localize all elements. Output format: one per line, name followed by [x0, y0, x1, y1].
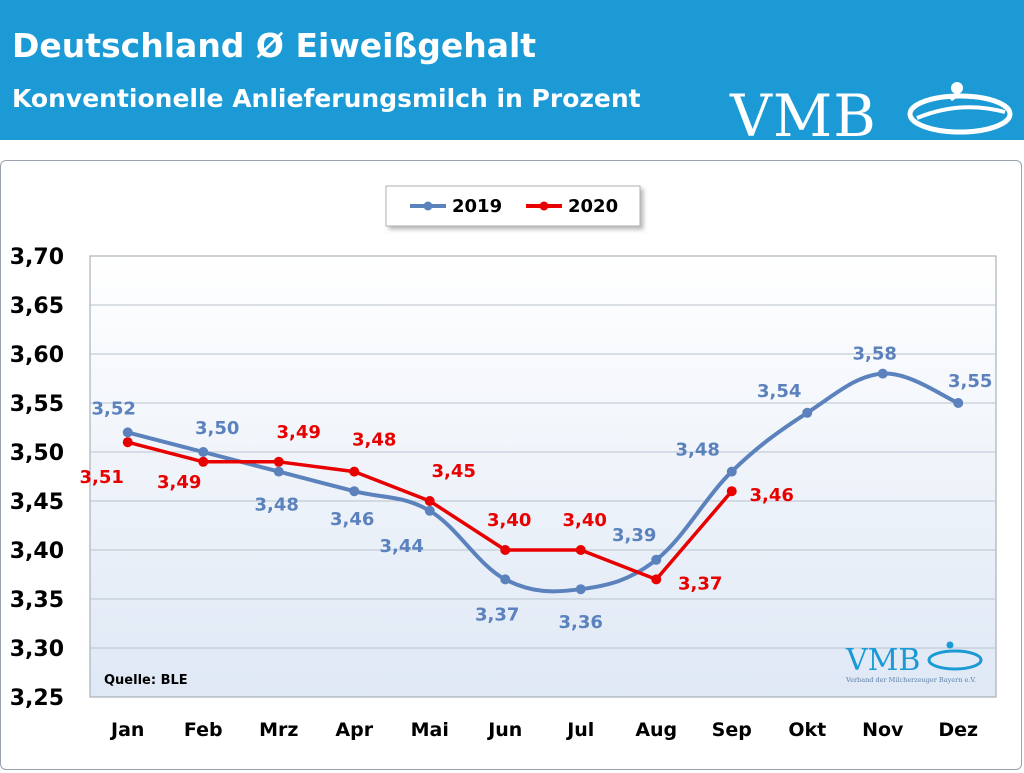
data-label: 3,58 [853, 344, 897, 365]
x-tick-label: Feb [184, 719, 223, 741]
data-label: 3,40 [487, 510, 531, 531]
data-label: 3,50 [195, 418, 239, 439]
x-tick-label: Mai [411, 719, 449, 741]
data-point [122, 427, 133, 438]
x-tick-label: Jul [565, 719, 594, 741]
data-point [500, 574, 511, 585]
data-point [726, 466, 737, 477]
legend-label-2020: 2020 [568, 196, 618, 217]
data-label: 3,48 [352, 430, 396, 451]
x-tick-label: Okt [788, 719, 826, 741]
data-label: 3,54 [757, 381, 801, 402]
data-point [575, 545, 586, 555]
x-axis-ticks: Jan Feb Mrz Apr Mai Jun Jul Aug Sep Okt Nov Dez [109, 719, 978, 741]
data-label: 3,40 [563, 510, 607, 531]
series-markers [122, 368, 964, 595]
data-labels: 3,52 3,50 3,48 3,46 3,44 3,37 3,36 3,39 3,48 3,54… [80, 344, 993, 634]
y-tick-label: 3,50 [10, 441, 64, 466]
watermark-logo: VMB Verband der Milcherzeuger Bayern e.V… [845, 641, 983, 684]
y-tick-label: 3,40 [10, 539, 64, 564]
data-label: 3,48 [255, 495, 299, 516]
data-point [198, 456, 209, 467]
data-point [424, 505, 435, 516]
data-label: 3,46 [330, 509, 374, 530]
y-tick-label: 3,70 [10, 245, 64, 270]
data-label: 3,37 [678, 573, 722, 594]
data-point [349, 466, 360, 477]
data-label: 3,44 [380, 536, 424, 557]
page-title: Deutschland Ø Eiweißgehalt [12, 26, 537, 65]
data-label: 3,49 [277, 422, 321, 443]
data-label: 3,45 [432, 461, 476, 482]
data-point [500, 545, 511, 555]
y-tick-label: 3,30 [10, 637, 64, 662]
data-point [273, 466, 284, 477]
data-label: 3,55 [948, 371, 992, 392]
y-tick-label: 3,45 [10, 490, 64, 515]
data-point [575, 584, 586, 595]
data-point [802, 407, 813, 418]
watermark-swoosh-icon [927, 649, 983, 671]
gridlines [90, 304, 996, 649]
data-label: 3,39 [612, 525, 656, 546]
y-tick-label: 3,55 [10, 392, 64, 417]
data-point [424, 496, 435, 506]
data-point [953, 398, 964, 408]
legend-label-2019: 2019 [452, 196, 502, 217]
data-point [273, 456, 284, 467]
data-label: 3,46 [750, 485, 794, 506]
data-label: 3,48 [676, 440, 720, 461]
page-subtitle: Konventionelle Anlieferungsmilch in Proz… [12, 84, 641, 113]
data-label: 3,37 [475, 604, 519, 625]
y-tick-label: 3,60 [10, 343, 64, 368]
legend: 2019 2020 [385, 185, 641, 227]
x-tick-label: Jan [109, 719, 144, 741]
header-banner: Deutschland Ø Eiweißgehalt Konventionell… [0, 0, 1024, 150]
x-tick-label: Aug [635, 719, 677, 741]
data-point [349, 486, 360, 497]
data-label: 3,49 [157, 472, 201, 493]
y-axis-ticks: 3,25 3,30 3,35 3,40 3,45 3,50 3,55 3,60 3,65 3,70 [10, 245, 64, 711]
x-tick-label: Apr [335, 719, 373, 741]
watermark-brand: VMB [845, 643, 920, 678]
y-tick-label: 3,35 [10, 588, 64, 613]
source-label: Quelle: BLE [104, 673, 188, 688]
x-tick-label: Jun [486, 719, 522, 741]
x-tick-label: Sep [712, 719, 752, 741]
brand-logo-text: VMB [730, 82, 877, 150]
x-tick-label: Mrz [259, 719, 298, 741]
watermark-tagline: Verband der Milcherzeuger Bayern e.V. [845, 676, 976, 684]
data-point [726, 486, 737, 497]
y-tick-label: 3,65 [10, 294, 64, 319]
data-label: 3,36 [559, 612, 603, 633]
data-point [877, 368, 888, 379]
x-tick-label: Dez [938, 719, 978, 741]
data-point [122, 437, 133, 448]
y-tick-label: 3,25 [10, 686, 64, 711]
x-tick-label: Nov [862, 719, 904, 741]
data-point [651, 574, 662, 585]
data-point [198, 447, 209, 457]
data-label: 3,52 [92, 398, 136, 419]
plot-area [89, 255, 997, 698]
data-point [651, 554, 662, 565]
brand-swoosh-icon [907, 82, 1013, 135]
data-label: 3,51 [80, 467, 124, 488]
